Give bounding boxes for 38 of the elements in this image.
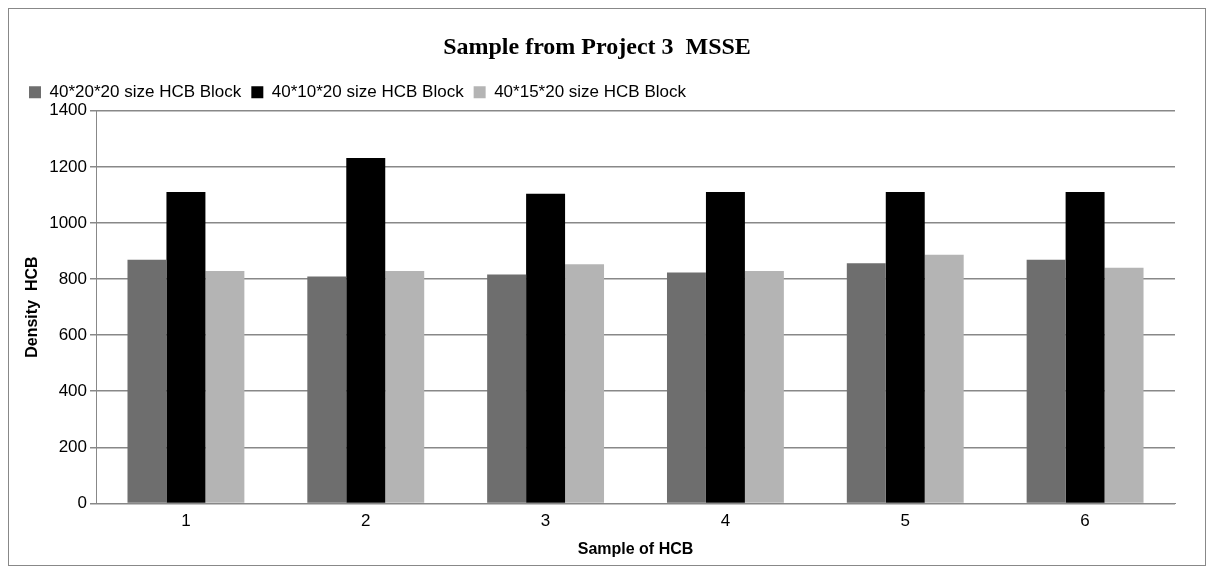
chart-title: Sample from Project 3 MSSE [443, 32, 751, 59]
bar [924, 254, 964, 503]
x-axis-title: Sample of HCB [577, 539, 694, 557]
bar [127, 259, 167, 503]
legend-label: 40*15*20 size HCB Block [494, 81, 687, 101]
y-tick-label: 400 [58, 380, 88, 400]
bar [205, 270, 245, 503]
x-tick-label: 2 [361, 511, 371, 531]
bar [526, 193, 566, 503]
bar [705, 192, 745, 503]
y-tick-label: 800 [58, 268, 88, 288]
bar [885, 192, 925, 503]
x-tick-label: 5 [900, 511, 910, 531]
legend-label: 40*10*20 size HCB Block [271, 81, 465, 101]
bar [1065, 192, 1105, 503]
y-tick-label: 1200 [49, 156, 88, 176]
bar [307, 276, 347, 503]
x-tick-label: 1 [181, 511, 191, 531]
legend-label: 40*20*20 size HCB Block [49, 81, 242, 101]
x-tick-label: 4 [720, 511, 731, 531]
bar [565, 264, 605, 503]
y-tick-label: 1400 [49, 100, 88, 120]
x-tick-label: 6 [1080, 511, 1090, 531]
bar [487, 274, 527, 503]
bar [1026, 259, 1066, 503]
y-axis-title: Density HCB [23, 256, 41, 358]
x-tick-label: 3 [540, 511, 551, 531]
bar [385, 270, 425, 503]
bar [346, 157, 386, 503]
y-tick-label: 0 [77, 493, 88, 513]
y-tick-label: 600 [58, 324, 88, 344]
bar [744, 270, 784, 503]
bar [166, 192, 206, 503]
bar [1104, 267, 1144, 503]
bar [666, 272, 706, 503]
bar [846, 263, 886, 503]
y-tick-label: 200 [58, 437, 88, 456]
y-tick-label: 1000 [49, 212, 88, 232]
